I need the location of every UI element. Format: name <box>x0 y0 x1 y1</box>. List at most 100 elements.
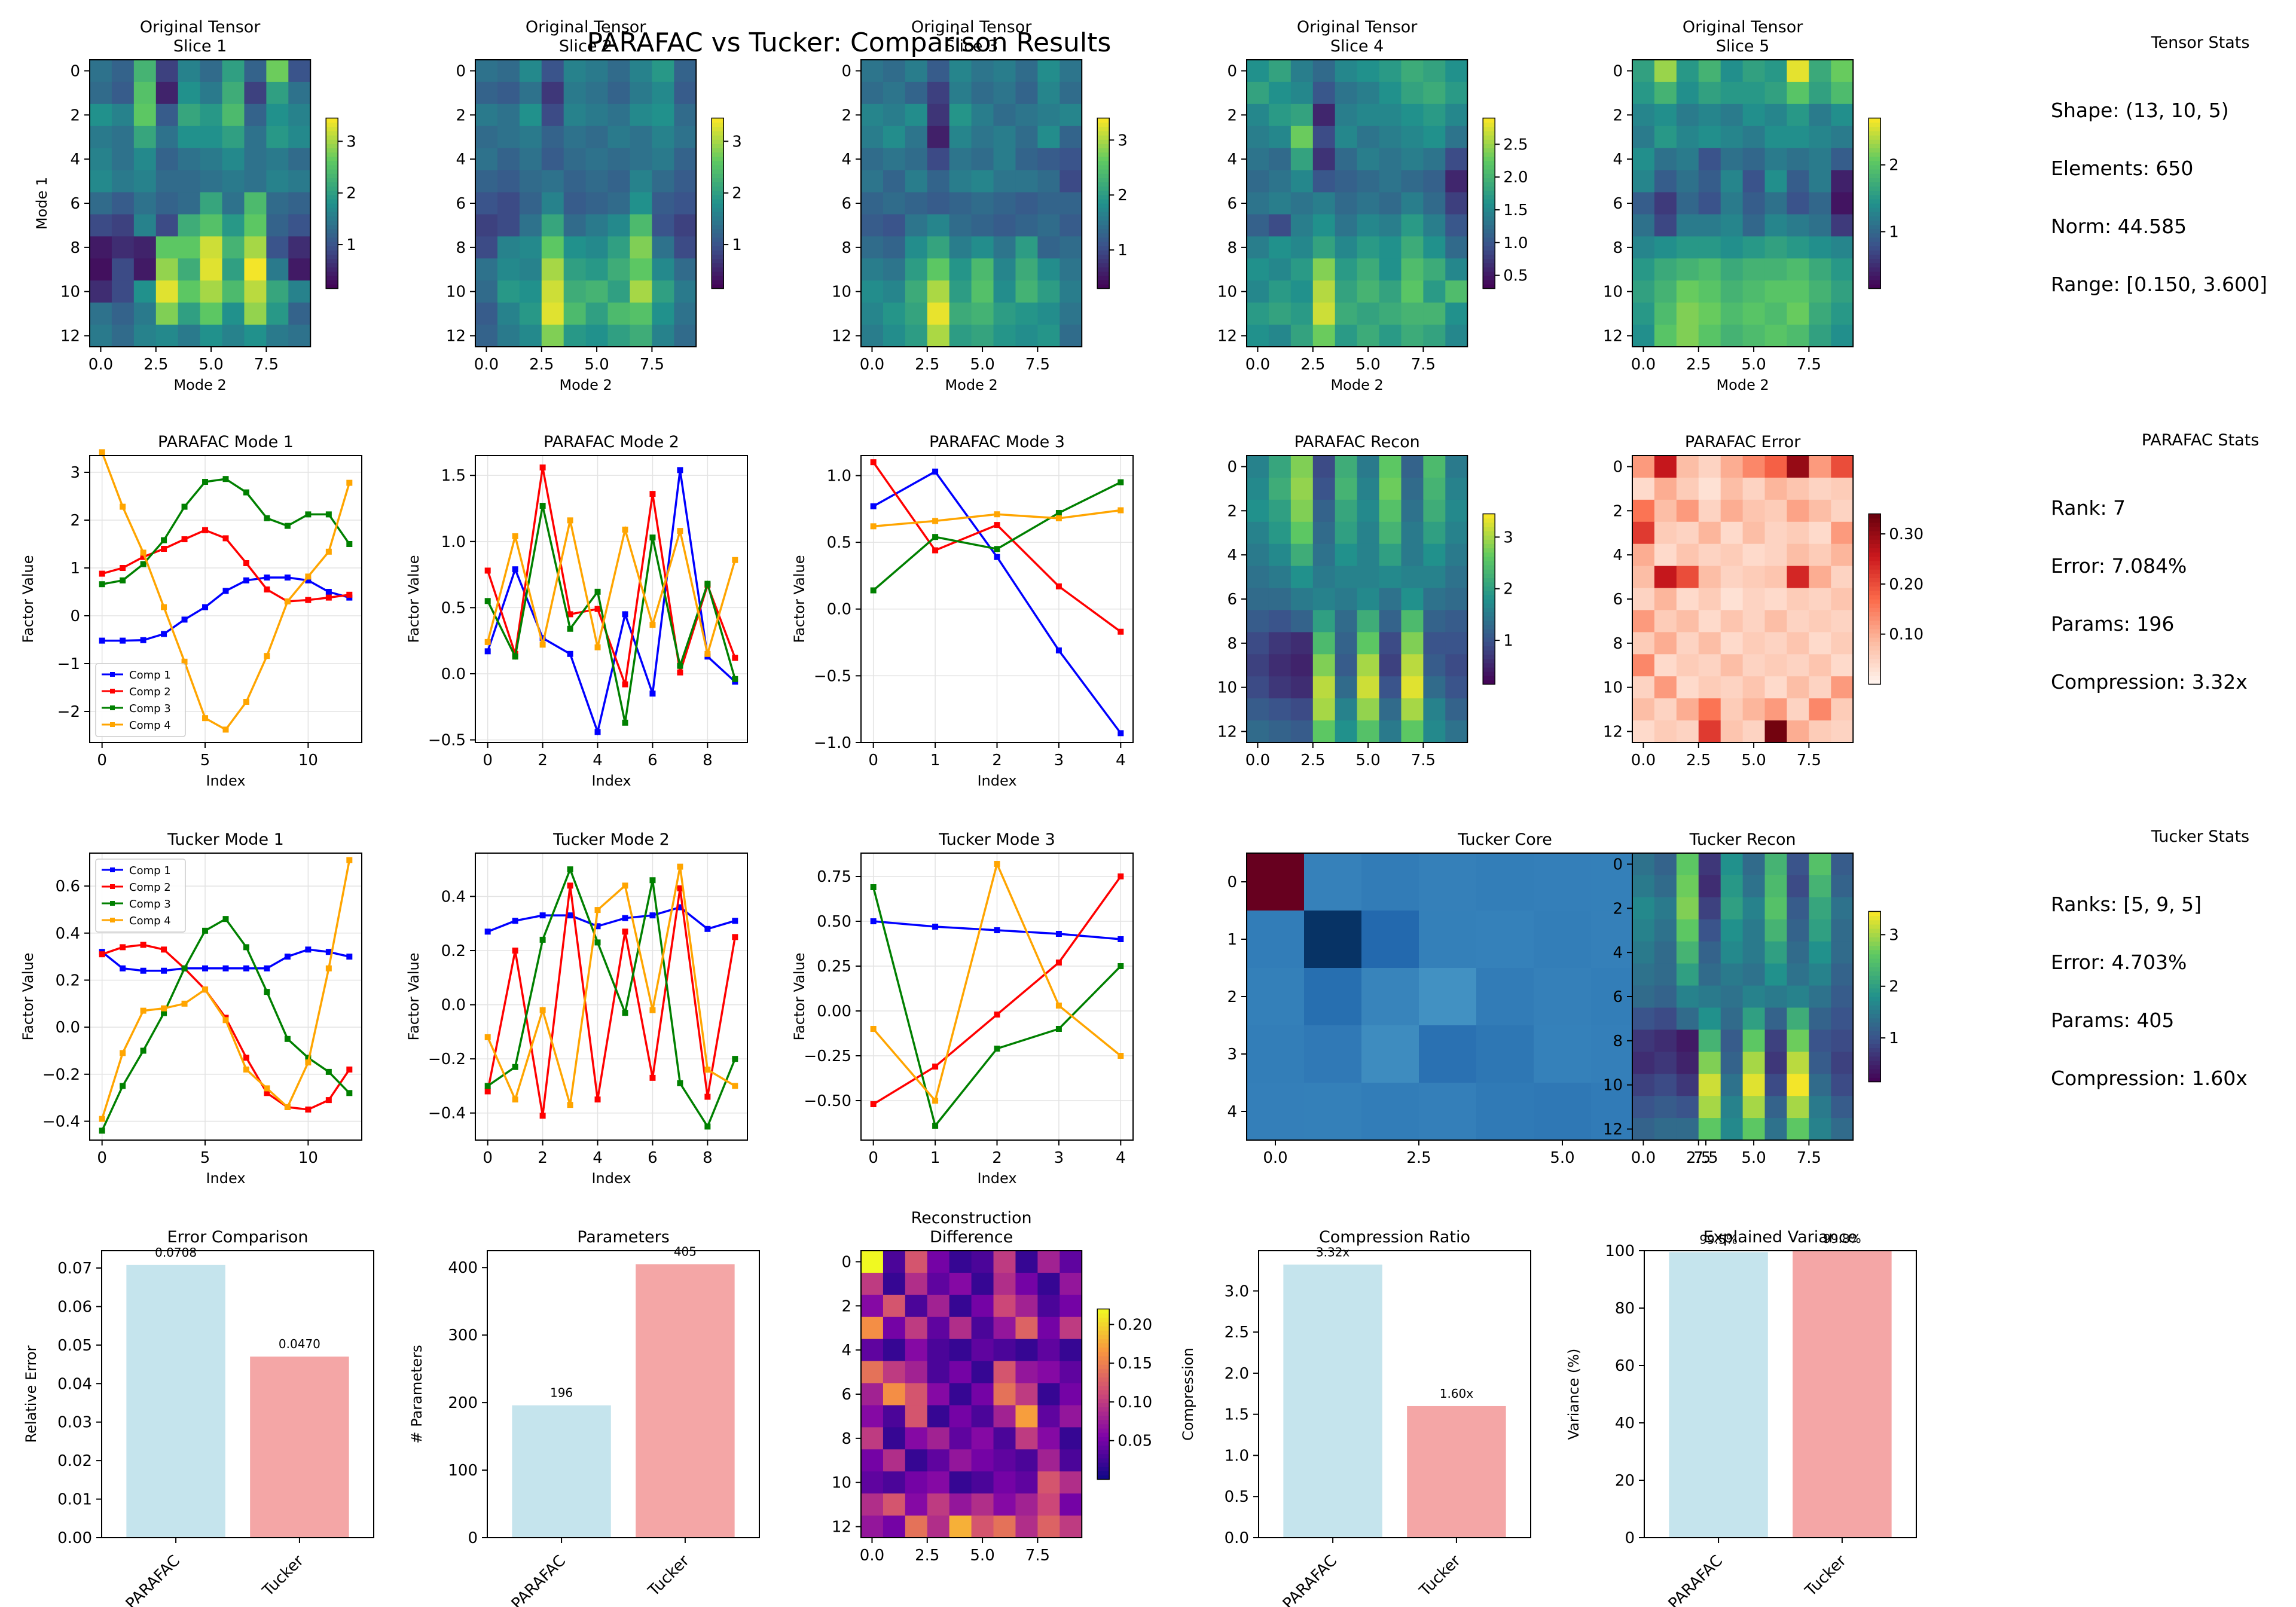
heatmap-cell <box>1335 103 1358 127</box>
heatmap-cell <box>497 214 520 237</box>
heatmap-cell <box>266 81 289 105</box>
heatmap-cell <box>905 1294 928 1318</box>
heatmap-cell <box>133 325 157 347</box>
heatmap-cell <box>1831 985 1854 1009</box>
heatmap-cell <box>1831 543 1854 567</box>
data-point <box>243 577 249 583</box>
colorbar-segment <box>1868 1013 1881 1019</box>
heatmap-cell <box>993 1516 1016 1538</box>
heatmap-cell <box>111 236 135 259</box>
heatmap-cell <box>1787 654 1809 677</box>
colorbar-frame <box>1868 911 1881 1083</box>
plot-frame <box>475 853 748 1141</box>
y-tick-label: −0.25 <box>804 1047 851 1065</box>
heatmap-cell <box>1654 610 1677 633</box>
heatmap-cell <box>1809 897 1831 920</box>
heatmap-cell <box>1654 632 1677 655</box>
heatmap-cell <box>1809 499 1831 523</box>
heatmap-cell <box>993 192 1016 215</box>
heatmap-cell <box>1809 103 1831 127</box>
series-line <box>487 470 736 736</box>
heatmap-cell <box>1720 985 1744 1009</box>
chart-title: Tucker Recon <box>1689 830 1796 849</box>
colorbar-segment <box>326 203 338 208</box>
heatmap-cell <box>883 192 906 215</box>
heatmap-cells <box>1632 853 1854 1141</box>
heatmap-cell <box>1247 148 1269 171</box>
colorbar-segment <box>1483 130 1495 136</box>
heatmap-cell <box>1445 170 1468 193</box>
heatmap-cell <box>1831 632 1854 655</box>
y-tick-label: 2.5 <box>1225 1324 1249 1342</box>
y-tick-label: 2 <box>70 106 80 124</box>
heatmap-cell <box>178 214 201 237</box>
heatmap-cell <box>905 214 928 237</box>
heatmap-cell <box>1654 126 1677 149</box>
colorbar-segment <box>1868 182 1881 187</box>
data-point <box>346 479 353 486</box>
bar-value-label: 196 <box>550 1386 573 1400</box>
heatmap-cell <box>927 258 950 281</box>
heatmap-cell <box>288 103 311 127</box>
y-tick-label: 2 <box>841 1297 851 1315</box>
heatmap-cell <box>541 148 564 171</box>
y-tick-label: 20 <box>1615 1472 1635 1490</box>
colorbar-segment <box>1097 1415 1110 1420</box>
colorbar-segment <box>1097 1467 1110 1471</box>
heatmap-cell <box>90 325 112 347</box>
y-tick-label: 40 <box>1615 1414 1635 1432</box>
heatmap-cell <box>1787 1118 1809 1141</box>
heatmap-cell <box>1401 170 1424 193</box>
heatmap-cell <box>1335 126 1358 149</box>
chart-title: PARAFAC Error <box>1685 433 1801 451</box>
heatmap-cell <box>883 1251 906 1273</box>
data-point <box>1055 960 1062 966</box>
colorbar-segment <box>712 122 724 127</box>
data-point <box>325 1097 332 1104</box>
x-tick-label: 0.0 <box>860 356 884 374</box>
heatmap-cell <box>1676 963 1699 986</box>
heatmap-cell <box>1676 566 1699 589</box>
data-point <box>140 1047 146 1054</box>
heatmap-cell <box>1632 985 1655 1009</box>
heatmap-cell <box>1357 170 1380 193</box>
heatmap-cell <box>1335 60 1358 83</box>
colorbar-segment <box>1483 262 1495 268</box>
heatmap-cell <box>244 236 267 259</box>
heatmap-cell <box>1787 875 1809 898</box>
heatmap-cell <box>497 81 520 105</box>
colorbar-segment <box>1097 118 1110 123</box>
heatmap-cell <box>1534 1025 1592 1083</box>
heatmap-cell <box>1787 236 1809 259</box>
heatmap-cell <box>1247 258 1269 281</box>
colorbar-segment <box>712 228 724 234</box>
data-point <box>732 676 738 682</box>
colorbar-segment <box>1483 118 1495 123</box>
heatmap-cell <box>200 126 223 149</box>
data-point <box>539 635 546 641</box>
x-tick-label: 2.5 <box>1686 751 1711 769</box>
data-point <box>649 691 656 697</box>
heatmap-cell <box>1379 698 1402 721</box>
heatmap-cell <box>1632 170 1655 193</box>
heatmap-cell <box>1831 258 1854 281</box>
heatmap-cell <box>1361 1083 1419 1141</box>
heatmap-cell <box>1379 81 1402 105</box>
heatmap-cell <box>1698 1029 1721 1052</box>
colorbar-segment <box>1097 122 1110 127</box>
heatmap-cell <box>1720 477 1744 500</box>
heatmap-cell <box>1720 1118 1744 1141</box>
heatmap-cell <box>927 1471 950 1494</box>
colorbar-segment <box>1868 641 1881 646</box>
heatmap-cell <box>949 81 972 105</box>
heatmap-cell <box>1268 632 1292 655</box>
colorbar-segment <box>326 118 338 123</box>
colorbar-segment <box>712 250 724 255</box>
colorbar: 12 <box>1868 117 1899 289</box>
colorbar-segment <box>1097 156 1110 161</box>
heatmap-cell <box>1787 456 1809 478</box>
heatmap-cell <box>1037 258 1060 281</box>
heatmap-cell <box>1720 148 1744 171</box>
colorbar-segment <box>1097 135 1110 140</box>
heatmap-cell <box>861 81 884 105</box>
